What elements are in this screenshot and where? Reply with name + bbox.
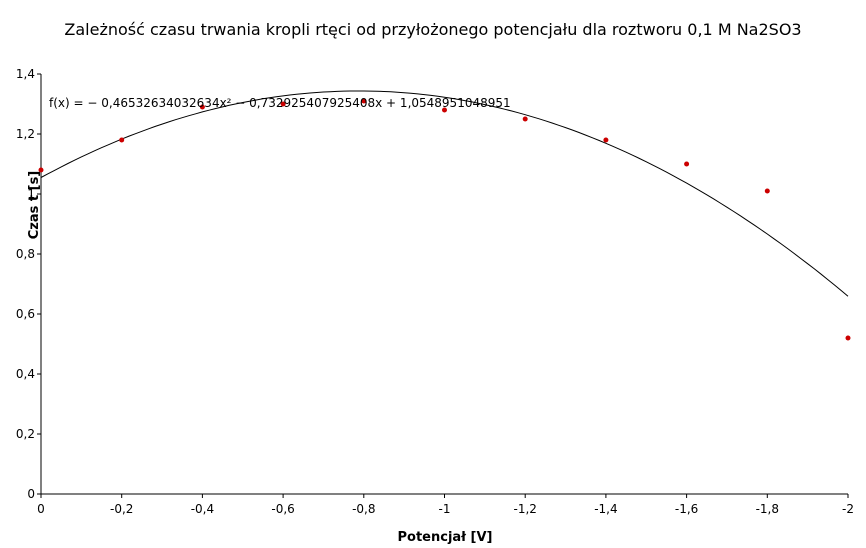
axis-labels: 0 0,2 0,4 0,6 0,8 1 1,2 1,4 0 -0,2 -0,4 -0,6 -0,8 -1 -… [16, 67, 854, 516]
axes [37, 73, 849, 498]
y-axis-title: Czas t [s] [27, 171, 42, 240]
trendline [40, 90, 849, 297]
y-tick-label: 1 [27, 187, 35, 201]
x-tick-label: 0 [37, 502, 45, 516]
data-point [442, 107, 447, 113]
y-tick-label: 0 [27, 487, 35, 501]
trendline-group [40, 90, 849, 297]
data-point [603, 137, 609, 143]
x-tick-label: -1,2 [513, 502, 536, 516]
y-tick-label: 0,8 [16, 247, 35, 261]
x-axis-title: Potencjał [V] [398, 530, 493, 545]
x-tick-label: -0,8 [352, 502, 375, 516]
x-tick-label: -1 [439, 502, 451, 516]
x-tick-label: -0,6 [271, 502, 294, 516]
data-point [684, 161, 690, 167]
x-tick-label: -2 [842, 502, 854, 516]
x-tick-label: -1,8 [756, 502, 779, 516]
y-tick-label: 0,6 [16, 307, 35, 321]
data-point [361, 98, 367, 104]
data-point [522, 116, 528, 122]
chart-title: Zależność czasu trwania kropli rtęci od … [64, 20, 802, 39]
x-tick-label: -0,4 [191, 502, 214, 516]
data-point [764, 188, 770, 194]
x-tick-label: -1,4 [594, 502, 617, 516]
x-tick-label: -1,6 [675, 502, 698, 516]
y-tick-label: 1,2 [16, 127, 35, 141]
data-point [845, 335, 851, 341]
y-tick-label: 0,4 [16, 367, 35, 381]
y-tick-label: 1,4 [16, 67, 35, 81]
y-tick-label: 0,2 [16, 427, 35, 441]
data-points [38, 98, 851, 341]
data-point [280, 101, 286, 107]
data-point [199, 104, 205, 110]
trendline-equation: f(x) = − 0,46532634032634x² − 0,73292540… [49, 96, 511, 110]
x-tick-label: -0,2 [110, 502, 133, 516]
data-point [119, 137, 125, 143]
data-point [38, 167, 44, 173]
